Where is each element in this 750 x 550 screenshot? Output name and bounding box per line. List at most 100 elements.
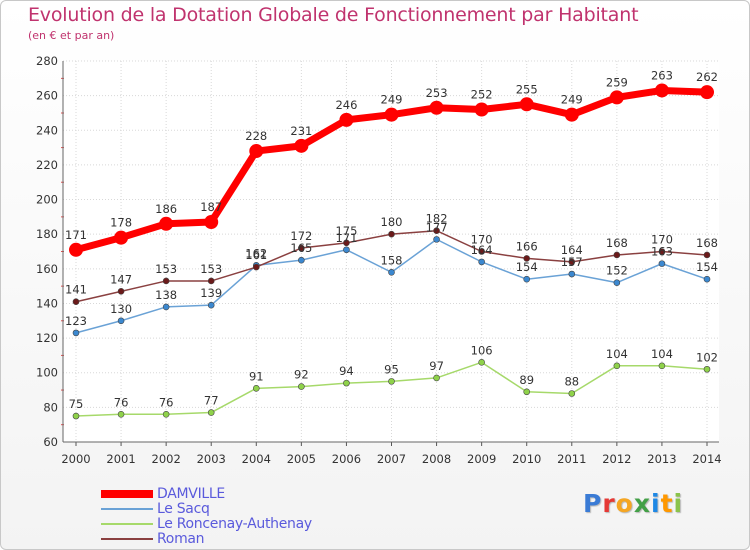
data-point-roman [613,251,621,259]
data-label-damville: 178 [110,216,132,230]
data-point-damville [654,83,669,98]
chart-subtitle: (en € et par an) [28,29,115,42]
data-label-damville: 252 [471,87,493,101]
data-label-roman: 172 [290,229,312,243]
data-point-roman [207,277,215,285]
x-tick-label: 2007 [377,452,406,466]
legend-item: Le Sacq [101,501,210,517]
data-label-le-roncenay-authenay: 76 [159,395,174,409]
data-label-roman: 161 [245,248,267,262]
data-label-le-roncenay-authenay: 104 [606,347,628,361]
data-point-damville [700,85,714,100]
data-label-le-roncenay-authenay: 106 [471,343,493,357]
data-label-roman: 168 [606,236,628,250]
data-point-roman [72,298,80,306]
y-tick-label: 260 [36,89,58,103]
data-label-le-sacq: 158 [381,253,403,267]
y-tick-label: 80 [43,400,58,414]
data-label-le-sacq: 164 [471,243,493,257]
data-point-le-sacq [162,303,170,311]
data-point-le-roncenay-authenay [207,409,215,416]
legend-label: Roman [157,531,205,547]
data-point-le-roncenay-authenay [478,359,485,366]
data-point-damville [159,216,174,231]
y-tick-label: 220 [36,158,58,172]
data-label-le-sacq: 157 [561,255,583,269]
data-point-damville [294,138,309,153]
x-tick-label: 2009 [467,452,496,466]
logo-letter: i [651,489,661,518]
data-label-le-sacq: 163 [651,245,673,259]
data-point-le-sacq [433,236,440,243]
data-point-le-roncenay-authenay [252,385,260,392]
data-label-damville: 255 [516,82,538,96]
data-label-roman: 147 [110,272,132,286]
legend-label: Le Roncenay-Authenay [157,516,312,532]
data-label-le-sacq: 130 [110,302,132,316]
data-label-le-roncenay-authenay: 91 [249,369,264,383]
data-point-le-sacq [207,301,215,309]
logo-letter: t [660,489,674,518]
data-point-le-roncenay-authenay [298,383,305,390]
data-point-damville [249,144,264,159]
data-point-damville [69,242,83,257]
data-label-roman: 166 [516,239,538,253]
x-tick-label: 2006 [332,452,361,466]
data-label-roman: 180 [381,215,403,229]
data-label-damville: 262 [696,70,718,84]
data-label-le-sacq: 177 [426,220,448,234]
data-point-roman [252,263,260,271]
data-label-roman: 170 [651,233,673,247]
data-point-damville [384,107,399,122]
data-label-roman: 164 [561,243,583,257]
x-tick-label: 2003 [197,452,226,466]
data-point-roman [568,258,576,266]
legend-label: DAMVILLE [157,486,225,502]
data-label-le-roncenay-authenay: 92 [294,368,309,382]
data-point-le-roncenay-authenay [568,390,576,397]
data-point-damville [429,100,444,115]
y-tick-label: 160 [36,262,58,276]
data-label-le-sacq: 152 [606,264,628,278]
data-point-roman [388,230,395,238]
data-label-damville: 249 [561,93,583,107]
x-tick-label: 2014 [692,452,721,466]
chart-title: Evolution de la Dotation Globale de Fonc… [28,4,639,26]
data-label-le-sacq: 123 [65,314,87,328]
data-point-roman [703,251,711,259]
data-label-le-roncenay-authenay: 77 [204,394,219,408]
data-point-le-sacq [343,246,350,254]
data-point-roman [117,288,125,295]
data-label-le-roncenay-authenay: 104 [651,347,673,361]
logo-letter: P [583,489,603,518]
data-point-le-sacq [613,279,621,286]
data-point-le-sacq [568,270,576,278]
data-point-le-roncenay-authenay [388,378,395,385]
data-point-le-roncenay-authenay [703,365,711,373]
data-point-le-roncenay-authenay [523,388,531,396]
data-point-le-roncenay-authenay [433,374,440,382]
data-point-damville [564,107,579,122]
logo-letter: o [615,489,634,518]
data-label-roman: 175 [335,224,357,238]
data-label-le-sacq: 138 [155,288,177,302]
data-label-damville: 171 [65,228,87,242]
x-tick-label: 2008 [422,452,451,466]
data-label-damville: 186 [155,202,177,216]
data-point-le-sacq [523,275,531,283]
data-point-damville [114,230,129,245]
data-point-le-sacq [388,268,395,276]
data-label-roman: 153 [200,262,222,276]
data-point-le-sacq [478,258,485,266]
data-label-damville: 253 [426,86,448,100]
x-tick-label: 2002 [152,452,181,466]
legend-label: Le Sacq [157,501,210,517]
data-point-damville [339,112,354,127]
data-label-roman: 170 [471,233,493,247]
y-tick-label: 120 [36,331,58,345]
data-point-le-roncenay-authenay [162,410,170,418]
data-label-le-roncenay-authenay: 102 [696,350,718,364]
data-label-damville: 187 [200,200,222,214]
data-label-damville: 249 [381,93,403,107]
data-point-roman [343,239,350,247]
